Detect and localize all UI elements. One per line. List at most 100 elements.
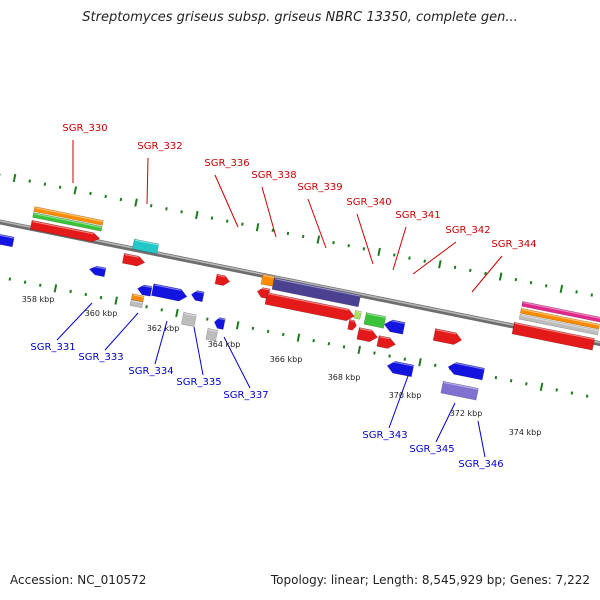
scale-tick bbox=[282, 332, 285, 337]
leader-sgr_342 bbox=[412, 241, 457, 275]
scale-tick bbox=[393, 253, 396, 257]
scale-tick bbox=[175, 308, 179, 318]
gene-feature bbox=[205, 328, 219, 342]
gene-feature bbox=[376, 335, 396, 349]
gene-feature bbox=[264, 292, 355, 322]
leader-sgr_338 bbox=[261, 186, 277, 238]
kbp-label: 366 kbp bbox=[270, 355, 303, 364]
gene-feature bbox=[137, 284, 153, 297]
label-sgr_330: SGR_330 bbox=[62, 123, 107, 134]
gene-feature-shine bbox=[521, 308, 600, 326]
kbp-label: 358 kbp bbox=[22, 295, 55, 304]
label-sgr_331: SGR_331 bbox=[30, 342, 75, 353]
gene-feature-shine bbox=[35, 207, 104, 223]
scale-tick bbox=[28, 179, 31, 183]
gene-feature-shine bbox=[275, 278, 361, 297]
gene-feature-shine bbox=[139, 284, 153, 289]
scale-tick bbox=[362, 247, 366, 251]
gene-feature bbox=[386, 360, 415, 378]
scale-tick bbox=[494, 375, 498, 380]
gene-feature bbox=[383, 319, 406, 335]
label-sgr_343: SGR_343 bbox=[362, 430, 407, 441]
gene-feature-shine bbox=[267, 293, 349, 311]
gene-feature-shine bbox=[443, 381, 479, 390]
scale-tick bbox=[99, 295, 103, 300]
label-sgr_332: SGR_332 bbox=[137, 141, 182, 152]
gene-feature-shine bbox=[356, 310, 362, 314]
scale-tick bbox=[590, 293, 594, 297]
gene-feature bbox=[432, 328, 463, 345]
gene-feature-shine bbox=[208, 329, 218, 332]
label-sgr_333: SGR_333 bbox=[78, 352, 123, 363]
gene-feature-shine bbox=[523, 302, 600, 319]
gene-features bbox=[0, 206, 600, 401]
label-sgr_335: SGR_335 bbox=[176, 377, 221, 388]
gene-feature bbox=[33, 206, 104, 226]
scale-tick bbox=[498, 272, 503, 281]
scale-tick bbox=[327, 342, 331, 346]
leader-sgr_340 bbox=[356, 213, 374, 265]
scale-tick bbox=[377, 247, 381, 257]
scale-tick bbox=[43, 182, 47, 186]
gene-feature bbox=[260, 273, 275, 287]
scale-tick bbox=[418, 358, 422, 367]
gene-feature-shine bbox=[34, 213, 103, 228]
gene-feature-shine bbox=[515, 322, 595, 341]
scale-tick bbox=[357, 345, 362, 355]
scale-tick bbox=[438, 260, 442, 269]
gene-feature-shine bbox=[366, 313, 386, 319]
gene-feature-shine bbox=[350, 319, 355, 322]
label-sgr_341: SGR_341 bbox=[395, 210, 440, 221]
scale-tick bbox=[69, 289, 72, 294]
label-sgr_346: SGR_346 bbox=[458, 459, 503, 470]
kbp-label: 362 kbp bbox=[147, 324, 180, 333]
gene-feature bbox=[511, 321, 596, 351]
gene-feature-shine bbox=[436, 329, 456, 335]
scale-tick bbox=[514, 277, 518, 282]
scale-tick bbox=[403, 357, 407, 361]
scale-tick bbox=[104, 194, 107, 199]
gene-feature bbox=[271, 277, 362, 308]
scale-tick bbox=[296, 333, 301, 342]
leader-sgr_344 bbox=[471, 255, 503, 293]
scale-tick bbox=[241, 222, 244, 226]
scale-tick bbox=[468, 268, 472, 273]
scale-tick bbox=[544, 284, 548, 288]
gene-feature bbox=[88, 265, 107, 278]
leader-sgr_346 bbox=[477, 420, 486, 458]
gene-feature bbox=[129, 299, 144, 309]
gene-feature-shine bbox=[193, 290, 205, 294]
gene-feature-shine bbox=[359, 328, 372, 332]
label-sgr_336: SGR_336 bbox=[204, 158, 249, 169]
gene-feature-shine bbox=[258, 287, 270, 291]
leader-sgr_336 bbox=[214, 174, 239, 228]
gene-feature bbox=[447, 362, 485, 381]
label-sgr_338: SGR_338 bbox=[251, 170, 296, 181]
gene-feature bbox=[0, 233, 15, 248]
kbp-labels: 358 kbp 360 kbp 362 kbp 364 kbp 366 kbp 368 k… bbox=[22, 295, 542, 437]
scale-ticks bbox=[0, 173, 594, 398]
scale-tick bbox=[119, 197, 123, 202]
scale-tick bbox=[53, 284, 58, 293]
gene-feature-shine bbox=[133, 294, 145, 298]
scale-tick bbox=[433, 363, 437, 367]
gene-feature-shine bbox=[389, 360, 414, 367]
scale-tick bbox=[529, 281, 533, 285]
gene-feature-shine bbox=[216, 317, 226, 321]
label-sgr_342: SGR_342 bbox=[445, 225, 490, 236]
gene-feature bbox=[363, 312, 387, 329]
scale-tick bbox=[373, 351, 376, 355]
gene-feature bbox=[356, 327, 379, 343]
scale-tick bbox=[316, 235, 321, 244]
gene-feature-shine bbox=[124, 253, 139, 258]
gene-feature bbox=[29, 219, 101, 243]
scale-tick bbox=[525, 382, 528, 386]
gene-feature-shine bbox=[520, 314, 599, 332]
scale-tick bbox=[145, 305, 148, 309]
scale-tick bbox=[134, 198, 138, 207]
scale-tick bbox=[408, 256, 411, 260]
gene-feature bbox=[180, 311, 197, 327]
